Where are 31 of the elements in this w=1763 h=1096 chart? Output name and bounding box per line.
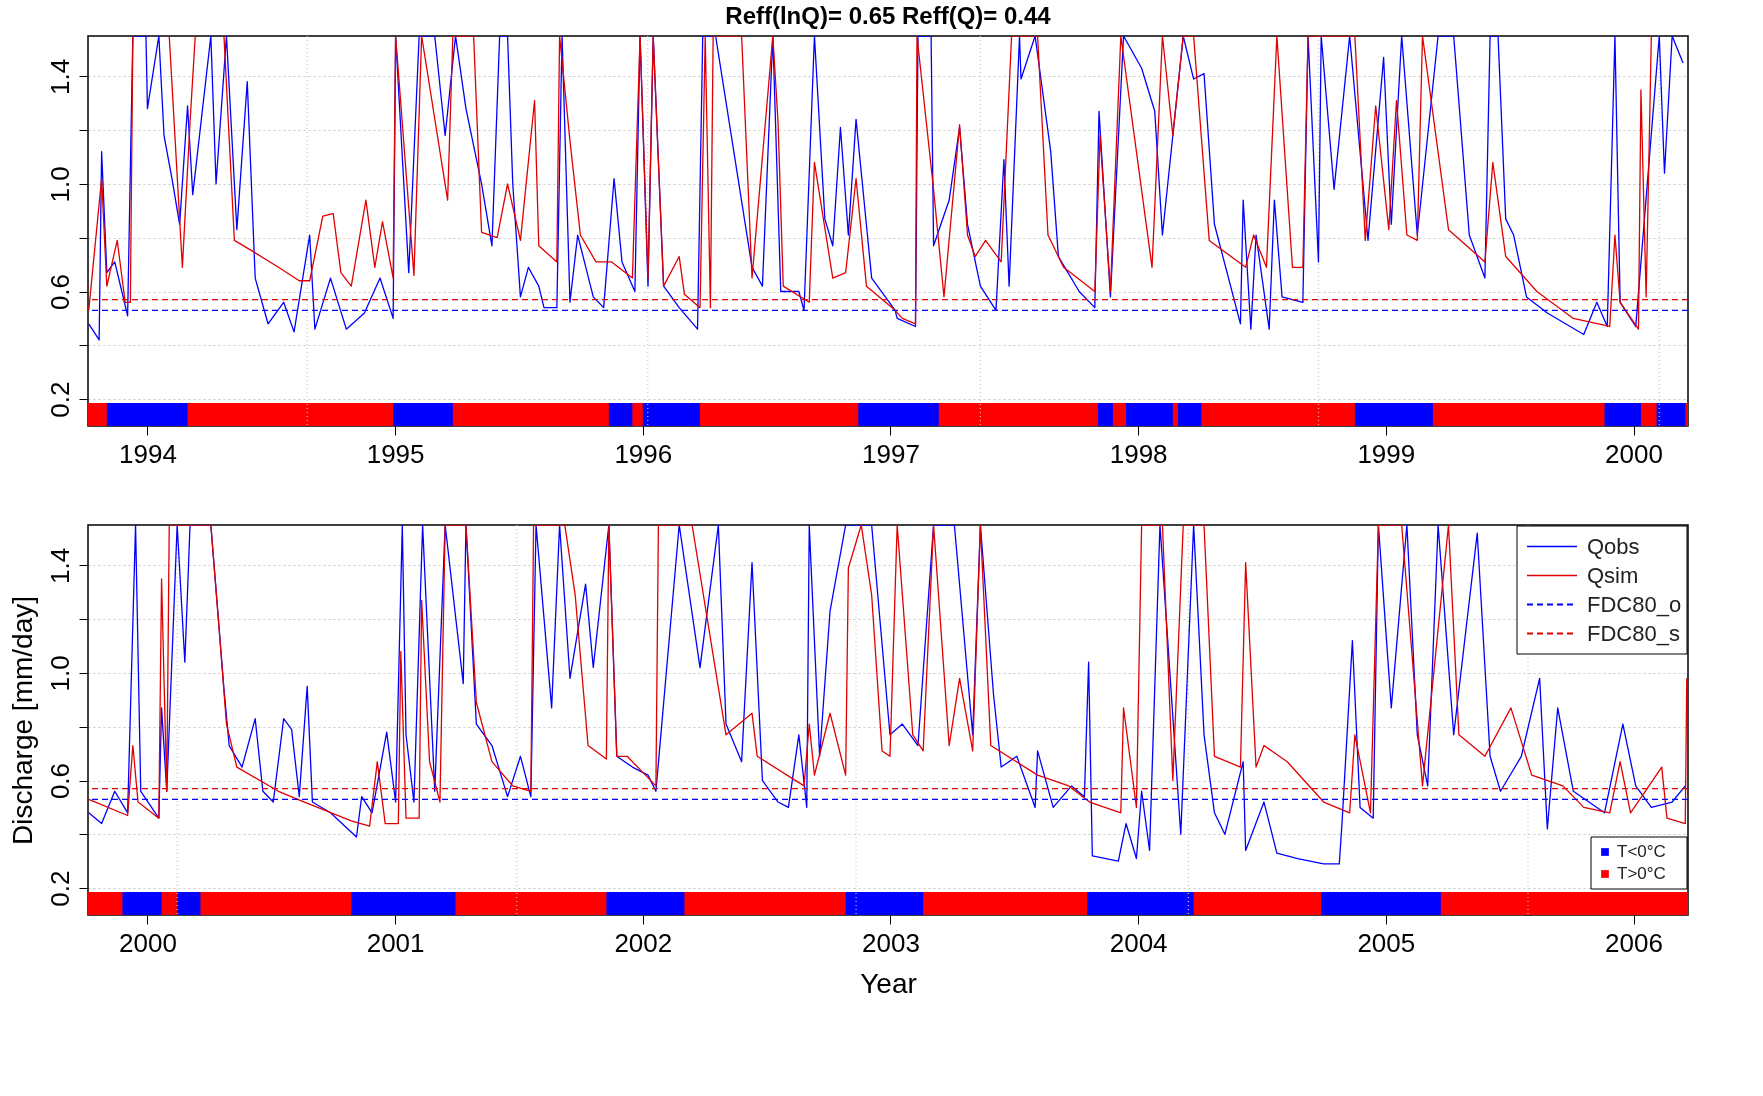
chart-title: Reff(lnQ)= 0.65 Reff(Q)= 0.44 [725,2,1052,30]
x-axis-title: Year [860,967,917,999]
x-tick-label: 2001 [366,927,425,958]
y-tick-label: 1.0 [44,655,75,692]
legend-label: Qsim [1587,562,1639,588]
legend-label: T>0°C [1617,864,1666,883]
x-tick-label: 2005 [1357,927,1416,958]
y-tick-label: 0.2 [44,381,75,418]
legend-label: Qobs [1587,533,1640,559]
legend-label: FDC80_o [1587,591,1682,617]
x-tick-label: 1995 [366,438,425,469]
x-tick-label: 2004 [1109,927,1168,958]
legend-label: T<0°C [1617,842,1666,861]
y-tick-label: 0.2 [44,870,75,907]
x-tick-label: 1999 [1357,438,1416,469]
x-tick-label: 1997 [862,438,920,469]
x-tick-label: 2002 [614,927,673,958]
y-tick-label: 1.0 [44,166,75,203]
x-tick-label: 1994 [119,438,177,469]
y-tick-label: 0.6 [44,273,75,311]
y-axis-title: Discharge [mm/day] [6,596,38,845]
legend-label: FDC80_s [1587,620,1680,646]
y-tick-label: 1.4 [44,547,75,584]
x-tick-label: 2000 [119,927,177,958]
x-tick-label: 2000 [1605,438,1663,469]
x-tick-label: 1996 [614,438,673,469]
x-tick-label: 1998 [1109,438,1168,469]
x-tick-label: 2003 [862,927,920,958]
y-tick-label: 0.6 [44,762,75,800]
x-tick-label: 2006 [1605,927,1663,958]
y-tick-label: 1.4 [44,58,75,95]
